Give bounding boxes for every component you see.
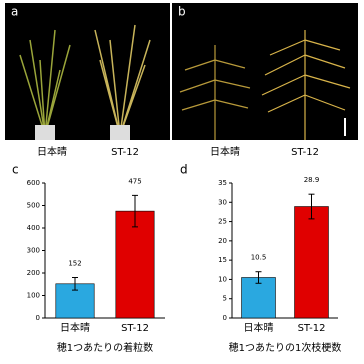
y-tick-label: 100 (27, 292, 40, 300)
y-tick-label: 500 (27, 202, 40, 210)
panel-letter: d (180, 163, 188, 177)
bar (241, 277, 276, 319)
panel-letter: c (12, 163, 19, 177)
photo-label: ST-12 (111, 147, 139, 158)
x-axis-label: 穂1つあたりの着粒数 (57, 341, 153, 354)
panel-letter: a (11, 5, 18, 19)
value-label: 28.9 (304, 176, 320, 184)
value-label: 475 (128, 177, 141, 185)
value-label: 152 (68, 260, 81, 268)
x-tick-label: ST-12 (121, 323, 149, 334)
y-tick-label: 0 (36, 314, 40, 322)
photo-b (172, 3, 358, 140)
photo-label: 日本晴 (210, 145, 240, 158)
photo-label: 日本晴 (37, 145, 67, 158)
panel-letter: b (178, 5, 186, 19)
photo-a (5, 3, 170, 140)
y-tick-label: 300 (27, 247, 40, 255)
y-tick-label: 10 (218, 275, 227, 283)
y-tick-label: 5 (223, 295, 227, 303)
y-tick-label: 25 (218, 218, 227, 226)
x-axis-label: 穂1つあたりの1次枝梗数 (229, 341, 342, 354)
y-tick-label: 0 (223, 314, 227, 322)
photo-label: ST-12 (291, 147, 319, 158)
x-tick-label: ST-12 (298, 323, 326, 334)
bar (115, 210, 155, 319)
bar (294, 206, 329, 319)
x-tick-label: 日本晴 (244, 321, 274, 334)
y-tick-label: 400 (27, 224, 40, 232)
y-tick-label: 30 (218, 198, 227, 206)
y-tick-label: 200 (27, 269, 40, 277)
value-label: 10.5 (251, 254, 267, 262)
y-tick-label: 35 (218, 179, 227, 187)
x-tick-label: 日本晴 (60, 321, 90, 334)
y-tick-label: 20 (218, 237, 227, 245)
y-tick-label: 600 (27, 179, 40, 187)
y-tick-label: 15 (218, 256, 227, 264)
